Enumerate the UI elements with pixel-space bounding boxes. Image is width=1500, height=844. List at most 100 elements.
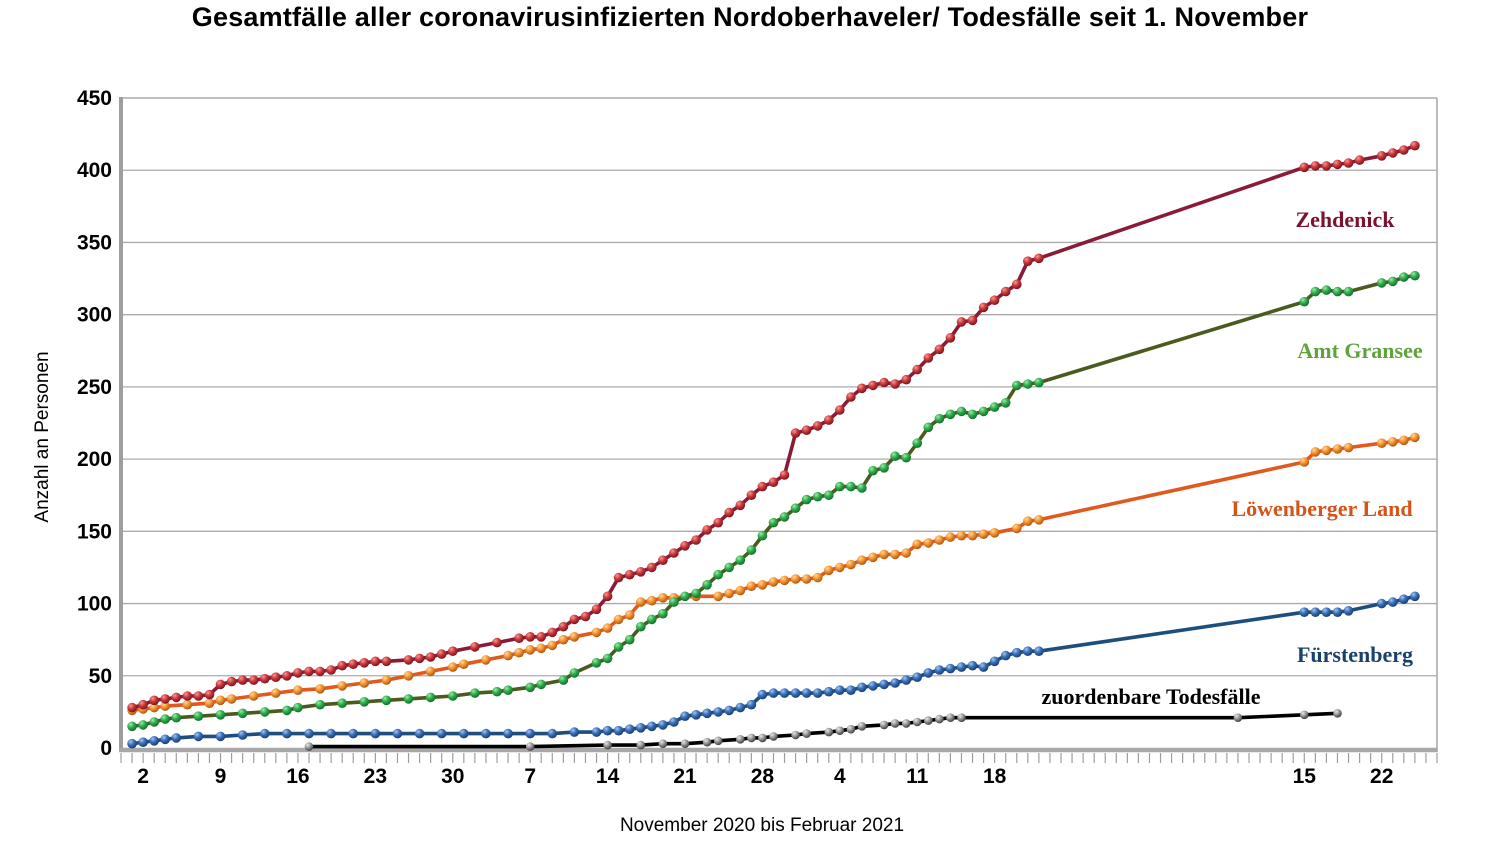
data-point-marker <box>1023 256 1033 267</box>
data-point-marker <box>1321 285 1332 295</box>
data-point-marker <box>923 422 934 433</box>
data-point-marker <box>304 666 314 677</box>
data-point-marker <box>448 691 458 701</box>
data-point-marker <box>702 525 712 535</box>
data-point-marker <box>1310 286 1321 297</box>
data-point-marker <box>1399 145 1409 155</box>
data-point-marker <box>215 710 226 720</box>
data-point-marker <box>414 653 425 664</box>
data-point-marker <box>1012 523 1022 534</box>
data-point-marker <box>835 481 845 492</box>
data-point-marker <box>680 711 690 721</box>
data-point-marker <box>1310 161 1321 171</box>
legend-label-fuerstenberg: Fürstenberg <box>1289 641 1421 669</box>
data-point-marker <box>1388 597 1398 607</box>
data-point-marker <box>525 682 535 693</box>
data-point-marker <box>591 658 602 668</box>
legend-label-amt-gransee: Amt Gransee <box>1290 337 1430 365</box>
data-point-marker <box>1299 457 1310 467</box>
data-point-marker <box>791 730 800 740</box>
data-point-marker <box>801 574 812 584</box>
data-point-marker <box>978 302 989 313</box>
x-tick-label-2: 2 <box>137 765 149 788</box>
data-point-marker <box>425 692 436 703</box>
data-point-marker <box>260 707 270 717</box>
data-point-marker <box>481 728 491 739</box>
data-point-marker <box>989 528 1000 538</box>
data-point-marker <box>636 740 646 750</box>
data-point-marker <box>846 724 856 734</box>
data-point-marker <box>636 723 646 733</box>
data-point-marker <box>934 535 945 545</box>
data-point-marker <box>669 717 679 727</box>
data-point-marker <box>1332 159 1343 170</box>
data-point-marker <box>182 699 193 710</box>
data-point-marker <box>293 668 303 678</box>
data-point-marker <box>602 623 613 633</box>
data-point-marker <box>1034 377 1044 388</box>
data-point-marker <box>735 500 746 511</box>
data-point-marker <box>790 503 801 513</box>
data-point-marker <box>237 675 248 685</box>
data-point-marker <box>912 438 922 449</box>
data-point-marker <box>769 732 778 741</box>
data-point-marker <box>846 481 856 492</box>
data-point-marker <box>658 593 668 603</box>
y-tick-label-300: 300 <box>77 304 112 327</box>
data-point-marker <box>1299 296 1310 307</box>
data-point-marker <box>956 406 967 417</box>
data-point-marker <box>293 685 303 695</box>
data-point-marker <box>359 678 370 688</box>
data-point-marker <box>558 634 569 645</box>
data-point-marker <box>260 728 270 739</box>
data-point-marker <box>304 742 314 751</box>
data-point-marker <box>724 562 734 573</box>
data-point-marker <box>1343 442 1354 453</box>
data-point-marker <box>193 711 204 721</box>
data-point-marker <box>924 716 933 725</box>
data-point-marker <box>514 633 524 643</box>
data-point-marker <box>282 705 292 716</box>
data-point-marker <box>127 702 137 713</box>
data-point-marker <box>757 481 768 492</box>
data-point-marker <box>613 642 624 652</box>
data-point-marker <box>967 409 978 420</box>
data-point-marker <box>890 678 900 688</box>
data-point-marker <box>868 681 878 691</box>
y-tick-label-100: 100 <box>77 593 112 616</box>
data-point-marker <box>1332 607 1343 617</box>
y-tick-label-250: 250 <box>77 376 112 399</box>
data-point-marker <box>713 517 723 528</box>
data-point-marker <box>901 719 911 728</box>
series-line <box>130 273 1417 729</box>
data-point-marker <box>569 614 580 625</box>
data-point-marker <box>757 530 768 541</box>
data-point-marker <box>569 632 580 642</box>
data-point-marker <box>790 574 801 584</box>
data-point-marker <box>1299 162 1310 173</box>
data-point-marker <box>713 591 723 602</box>
data-point-marker <box>370 728 381 739</box>
data-point-marker <box>392 728 403 739</box>
data-point-marker <box>868 552 878 563</box>
data-point-marker <box>658 739 668 748</box>
data-point-marker <box>724 507 734 518</box>
data-point-marker <box>613 572 624 583</box>
data-point-marker <box>1321 445 1332 456</box>
data-point-marker <box>746 490 757 501</box>
data-point-marker <box>912 717 922 727</box>
data-point-marker <box>525 742 535 751</box>
data-point-marker <box>824 727 834 737</box>
data-point-marker <box>1023 646 1033 656</box>
data-point-marker <box>636 621 646 632</box>
data-point-marker <box>436 649 447 659</box>
data-point-marker <box>525 645 535 655</box>
data-point-marker <box>746 545 757 555</box>
x-tick-label-21: 21 <box>673 765 697 788</box>
data-point-marker <box>1012 647 1022 658</box>
data-point-marker <box>414 728 425 739</box>
data-point-marker <box>547 640 558 651</box>
data-point-marker <box>536 679 546 690</box>
x-tick-label-15: 15 <box>1293 765 1317 788</box>
series-zehdenick <box>127 140 1420 713</box>
